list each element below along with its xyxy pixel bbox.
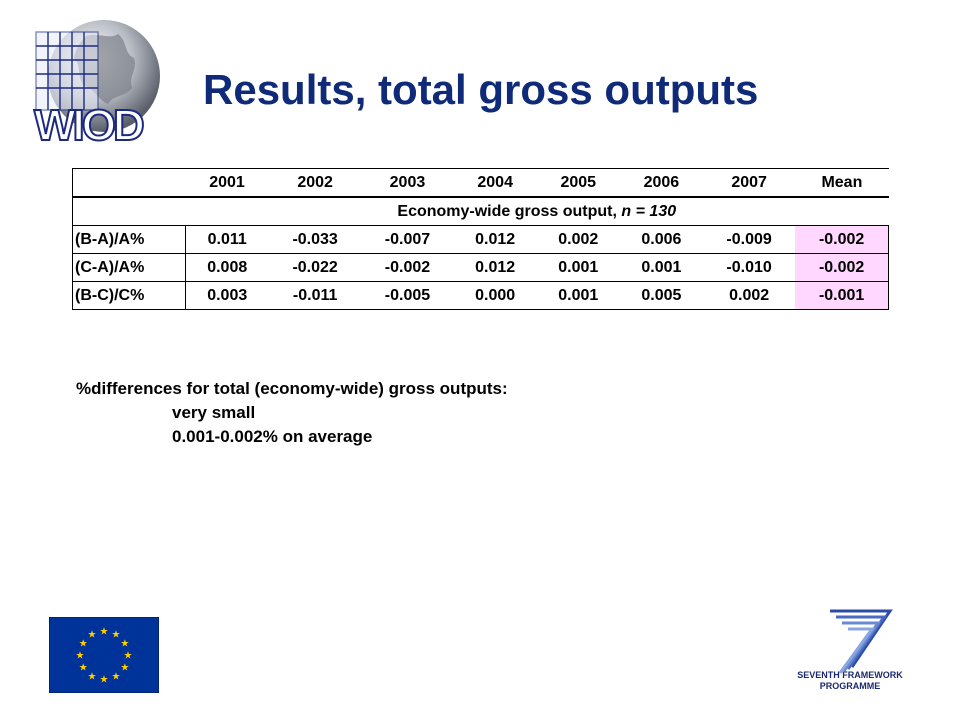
note-line: very small	[172, 403, 256, 422]
eu-star-icon: ★	[120, 663, 129, 674]
header-col-mean: Mean	[795, 168, 889, 198]
eu-star-icon: ★	[79, 663, 88, 674]
page-title: Results, total gross outputs	[203, 66, 759, 113]
table-cell: 0.005	[619, 281, 703, 310]
fp7-label: SEVENTH FRAMEWORK PROGRAMME	[790, 670, 910, 692]
table-cell: -0.005	[361, 281, 454, 310]
header-col: 2001	[185, 168, 269, 198]
eu-star-icon: ★	[76, 651, 85, 662]
table-cell-mean: -0.002	[795, 225, 890, 254]
table-row: (B-A)/A% 0.011 -0.033 -0.007 0.012 0.002…	[72, 225, 890, 254]
table-cell: -0.022	[268, 253, 362, 282]
subheader-blank	[72, 197, 185, 226]
header-blank	[72, 168, 185, 198]
table-cell: -0.002	[361, 253, 454, 282]
table-cell: -0.010	[702, 253, 796, 282]
results-table: 2001 2002 2003 2004 2005 2006 2007 Mean …	[72, 168, 890, 310]
fp7-line2: PROGRAMME	[819, 681, 881, 691]
table-cell: 0.012	[453, 225, 537, 254]
note-line: %differences for total (economy-wide) gr…	[76, 379, 508, 398]
table-cell-mean: -0.002	[795, 253, 890, 282]
header-col: 2005	[536, 168, 620, 198]
eu-star-icon: ★	[88, 630, 97, 641]
header-col: 2006	[619, 168, 703, 198]
header-col: 2003	[361, 168, 454, 198]
eu-star-icon: ★	[120, 639, 129, 650]
eu-star-icon: ★	[112, 630, 121, 641]
table-cell: -0.009	[702, 225, 796, 254]
fp7-line1: SEVENTH FRAMEWORK	[797, 670, 903, 680]
eu-star-icon: ★	[79, 639, 88, 650]
table-cell: 0.002	[536, 225, 620, 254]
subheader-n: n = 130	[621, 202, 677, 220]
table-header-row: 2001 2002 2003 2004 2005 2006 2007 Mean	[72, 168, 889, 198]
notes: %differences for total (economy-wide) gr…	[76, 377, 508, 449]
table-cell: -0.033	[268, 225, 362, 254]
eu-star-icon: ★	[124, 651, 133, 662]
table-row: (B-C)/C% 0.003 -0.011 -0.005 0.000 0.001…	[72, 281, 890, 310]
note-line: 0.001-0.002% on average	[172, 427, 373, 446]
table-cell: 0.006	[619, 225, 703, 254]
subheader: Economy-wide gross output, n = 130	[185, 197, 889, 226]
table-cell: 0.001	[536, 253, 620, 282]
row-label: (B-C)/C%	[72, 281, 186, 310]
table-cell: 0.011	[185, 225, 269, 254]
header-col: 2004	[453, 168, 537, 198]
eu-star-icon: ★	[100, 675, 109, 686]
subheader-text: Economy-wide gross output,	[397, 202, 622, 220]
table-cell: 0.001	[619, 253, 703, 282]
eu-star-icon: ★	[100, 627, 109, 638]
table-cell: 0.002	[702, 281, 796, 310]
eu-star-icon: ★	[88, 671, 97, 682]
table-cell: 0.000	[453, 281, 537, 310]
table-cell-mean: -0.001	[795, 281, 890, 310]
eu-flag-icon: ★ ★★★★★★★★★★★	[49, 617, 159, 693]
wiod-logo-text: WIOD	[34, 101, 143, 150]
row-label: (C-A)/A%	[72, 253, 186, 282]
eu-star-icon: ★	[112, 671, 121, 682]
table-cell: -0.007	[361, 225, 454, 254]
table-cell: 0.012	[453, 253, 537, 282]
table-cell: -0.011	[268, 281, 362, 310]
table-row: (C-A)/A% 0.008 -0.022 -0.002 0.012 0.001…	[72, 253, 890, 282]
table-cell: 0.008	[185, 253, 269, 282]
header-col: 2002	[268, 168, 362, 198]
fp7-logo-icon	[830, 609, 893, 674]
row-label: (B-A)/A%	[72, 225, 186, 254]
table-cell: 0.001	[536, 281, 620, 310]
table-subheader-row: Economy-wide gross output, n = 130	[72, 197, 889, 226]
table-cell: 0.003	[185, 281, 269, 310]
header-col: 2007	[702, 168, 796, 198]
wiod-logo: WIOD	[33, 20, 160, 150]
